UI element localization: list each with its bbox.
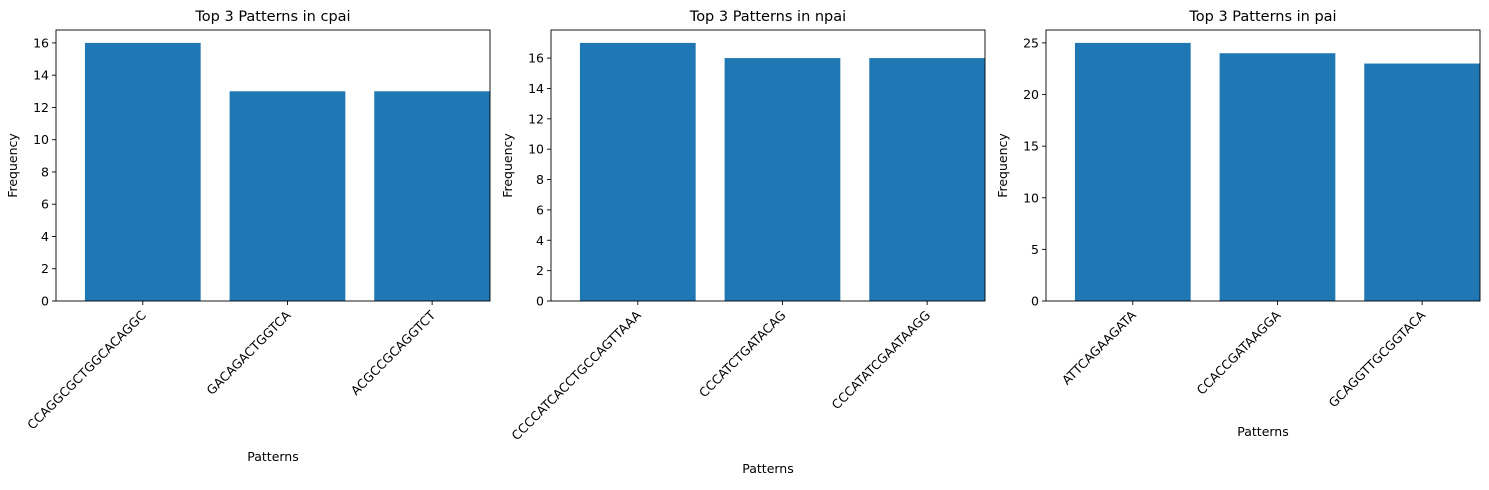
- y-tick-label: 0: [536, 294, 544, 309]
- y-axis-label: Frequency: [500, 133, 515, 198]
- axes-frame: [55, 29, 491, 302]
- x-tick-label: GCAGGTTGCGGTACA: [1325, 307, 1428, 410]
- y-tick-label: 12: [528, 111, 544, 126]
- bar-2-1: [579, 42, 696, 302]
- chart-title: Top 3 Patterns in pai: [1188, 9, 1336, 25]
- bar-1-2: [229, 91, 346, 301]
- x-tick-label: CCCATCTGATACAG: [696, 308, 789, 401]
- y-tick-label: 0: [41, 294, 49, 309]
- bar-2-2: [724, 58, 841, 301]
- x-tick-label: GACAGACTGGTCA: [203, 307, 294, 398]
- x-tick-label: CCCATATCGAATAAGG: [829, 308, 934, 413]
- y-tick-label: 5: [1031, 242, 1039, 257]
- x-axis-label: Patterns: [1237, 424, 1288, 439]
- y-tick-label: 8: [536, 172, 544, 187]
- bar-3-2: [1219, 53, 1336, 301]
- axes-frame: [1045, 29, 1481, 302]
- chart-title: Top 3 Patterns in npai: [689, 9, 846, 25]
- y-tick-label: 14: [33, 68, 49, 83]
- y-tick-label: 25: [1023, 35, 1039, 50]
- x-tick-label: CCACCGATAAGGA: [1194, 307, 1284, 397]
- y-tick-label: 2: [41, 261, 49, 276]
- subplot-3: 0 5 10 15 20 25 ATTCAGAAGATA CCACCGATAAGGA GCAGG…: [995, 9, 1481, 439]
- x-tick-label: ATTCAGAAGATA: [1059, 307, 1139, 387]
- x-tick-label: ACGCCGCAGGTCT: [348, 307, 439, 398]
- y-tick-label: 2: [536, 263, 544, 278]
- subplot-2: 0 2 4 6 8 10 12 14 16 CCCCATCACCTGCCAGTTAAA CCCATC…: [500, 9, 986, 476]
- y-tick-label: 16: [528, 51, 544, 66]
- y-tick-label: 4: [41, 229, 49, 244]
- y-tick-label: 4: [536, 233, 544, 248]
- y-tick-label: 16: [33, 35, 49, 50]
- chart-title: Top 3 Patterns in cpai: [194, 9, 350, 25]
- y-tick-label: 10: [33, 132, 49, 147]
- bar-2-3: [869, 58, 985, 301]
- y-tick-label: 6: [536, 202, 544, 217]
- bar-1-3: [374, 91, 490, 301]
- x-axis-label: Patterns: [742, 461, 793, 476]
- y-tick-label: 0: [1031, 294, 1039, 309]
- y-tick-label: 20: [1023, 87, 1039, 102]
- y-tick-label: 12: [33, 100, 49, 115]
- y-tick-label: 15: [1023, 139, 1039, 154]
- bar-3-1: [1074, 42, 1191, 302]
- x-tick-label: CCCCATCACCTGCCAGTTAAA: [508, 307, 644, 443]
- y-axis-label: Frequency: [995, 133, 1010, 198]
- y-tick-label: 10: [1023, 190, 1039, 205]
- bar-1-1: [84, 42, 201, 302]
- x-axis-label: Patterns: [247, 449, 298, 464]
- y-axis-label: Frequency: [5, 133, 20, 198]
- y-tick-label: 8: [41, 164, 49, 179]
- bar-3-3: [1364, 63, 1480, 301]
- y-tick-label: 10: [528, 142, 544, 157]
- y-tick-label: 6: [41, 197, 49, 212]
- axes-frame: [550, 29, 986, 302]
- y-tick-label: 14: [528, 81, 544, 96]
- subplot-1: 0 2 4 6 8 10 12 14 16 CCAGGCGCTGGCACAGGC GACAGACTG…: [5, 9, 491, 464]
- x-tick-label: CCAGGCGCTGGCACAGGC: [24, 307, 149, 432]
